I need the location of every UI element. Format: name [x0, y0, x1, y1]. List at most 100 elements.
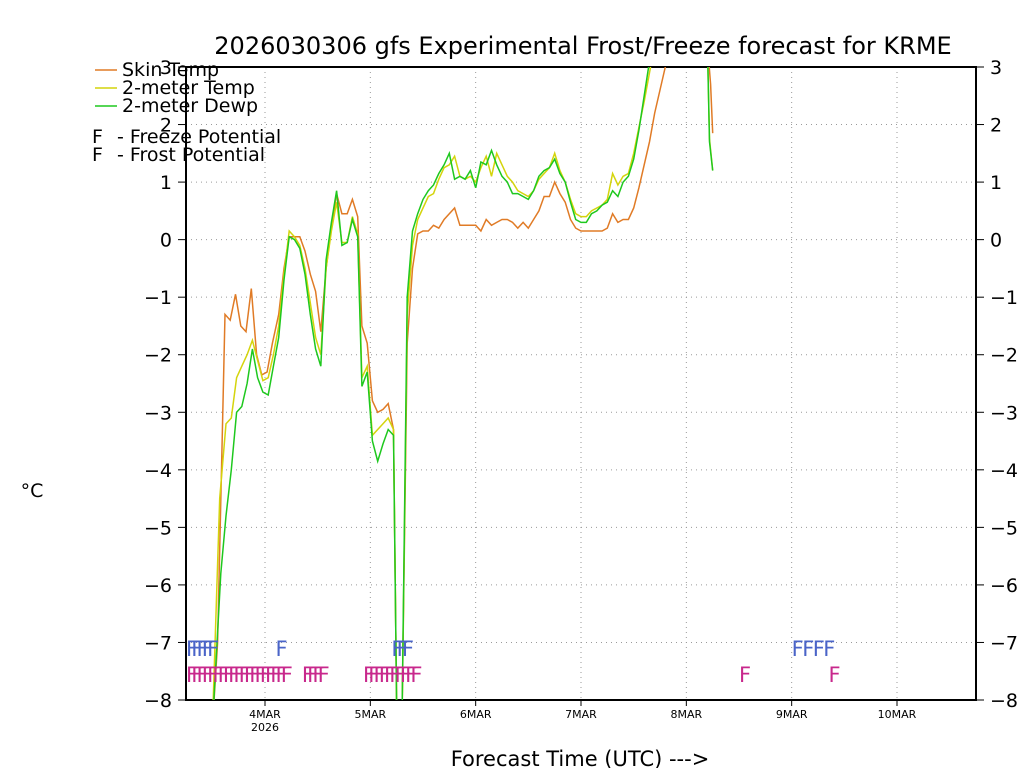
- freeze-marker: F: [197, 663, 209, 687]
- legend-label: 2-meter Temp: [122, 77, 255, 99]
- frost-marker: F: [402, 637, 414, 661]
- y-tick-label-right: 2: [990, 115, 1002, 137]
- legend-label: Skin Temp: [122, 59, 219, 81]
- freeze-marker: F: [186, 663, 198, 687]
- y-tick-label-left: 3: [160, 57, 172, 79]
- freeze-marker: F: [276, 663, 288, 687]
- x-tick-label: 10MAR: [878, 708, 917, 721]
- series-lines: [212, 67, 714, 700]
- freeze-marker: F: [384, 663, 396, 687]
- y-tick-label-right: −4: [990, 460, 1018, 482]
- y-tick-label-left: −2: [144, 345, 172, 367]
- y-tick-label-left: −4: [144, 460, 172, 482]
- y-tick-label-right: −8: [990, 690, 1018, 712]
- potential-legend-symbol: F: [92, 144, 103, 166]
- frost-marker: F: [191, 637, 203, 661]
- series-line-2-meter-dewp: [213, 67, 714, 700]
- freeze-marker: F: [363, 663, 375, 687]
- potential-legend-symbol: F: [92, 126, 103, 148]
- freeze-marker: F: [239, 663, 251, 687]
- freeze-marker: F: [244, 663, 256, 687]
- x-tick-label: 4MAR: [249, 708, 281, 721]
- frost-marker: F: [802, 637, 814, 661]
- frost-marker: F: [792, 637, 804, 661]
- x-tick-label: 5MAR: [354, 708, 386, 721]
- freeze-marker: F: [260, 663, 272, 687]
- frost-marker: F: [202, 637, 214, 661]
- y-tick-label-right: 3: [990, 57, 1002, 79]
- frost-marker: F: [186, 637, 198, 661]
- freeze-marker: F: [265, 663, 277, 687]
- y-tick-label-left: 2: [160, 115, 172, 137]
- y-tick-label-right: −7: [990, 632, 1018, 654]
- freeze-marker: F: [218, 663, 230, 687]
- freeze-marker: F: [207, 663, 219, 687]
- freeze-marker: F: [212, 663, 224, 687]
- y-tick-label-right: −2: [990, 345, 1018, 367]
- freeze-marker: F: [389, 663, 401, 687]
- y-tick-label-right: 0: [990, 230, 1002, 252]
- frost-marker: F: [197, 637, 209, 661]
- y-axis-label: °C: [21, 480, 44, 502]
- frost-marker: F: [397, 637, 409, 661]
- grid: [186, 67, 976, 700]
- freeze-marker: F: [202, 663, 214, 687]
- y-tick-label-right: −5: [990, 517, 1018, 539]
- freeze-marker: F: [228, 663, 240, 687]
- potential-legend-label: - Freeze Potential: [117, 126, 281, 148]
- freeze-marker: F: [379, 663, 391, 687]
- legend-label: 2-meter Dewp: [122, 95, 258, 117]
- freeze-marker: F: [223, 663, 235, 687]
- y-tick-label-left: −1: [144, 287, 172, 309]
- freeze-marker: F: [191, 663, 203, 687]
- freeze-marker: F: [400, 663, 412, 687]
- x-tick-label: 8MAR: [670, 708, 702, 721]
- x-tick-sublabel: 2026: [251, 721, 279, 734]
- y-tick-label-left: −8: [144, 690, 172, 712]
- y-tick-label-left: 0: [160, 230, 172, 252]
- freeze-marker: F: [405, 663, 417, 687]
- frost-marker: F: [813, 637, 825, 661]
- chart-title: 2026030306 gfs Experimental Frost/Freeze…: [214, 32, 951, 60]
- freeze-marker: F: [233, 663, 245, 687]
- freeze-marker: F: [410, 663, 422, 687]
- y-tick-label-right: 1: [990, 172, 1002, 194]
- series-line-skin-temp: [213, 67, 714, 700]
- y-tick-label-left: −5: [144, 517, 172, 539]
- freeze-marker: F: [368, 663, 380, 687]
- freeze-marker: F: [302, 663, 314, 687]
- x-tick-label: 7MAR: [565, 708, 597, 721]
- y-tick-label-left: −7: [144, 632, 172, 654]
- frost-marker: F: [276, 637, 288, 661]
- freeze-marker: F: [249, 663, 261, 687]
- x-tick-label: 9MAR: [776, 708, 808, 721]
- y-tick-label-right: −6: [990, 575, 1018, 597]
- freeze-marker: F: [739, 663, 751, 687]
- frost-marker: F: [391, 637, 403, 661]
- freeze-marker: F: [373, 663, 385, 687]
- freeze-marker: F: [307, 663, 319, 687]
- frost-marker: F: [207, 637, 219, 661]
- y-tick-label-left: 1: [160, 172, 172, 194]
- potential-legend-label: - Frost Potential: [117, 144, 265, 166]
- y-tick-label-right: −3: [990, 402, 1018, 424]
- freeze-marker: F: [254, 663, 266, 687]
- freeze-marker: F: [281, 663, 293, 687]
- y-tick-label-right: −1: [990, 287, 1018, 309]
- freeze-marker: F: [312, 663, 324, 687]
- freeze-marker: F: [318, 663, 330, 687]
- plot-frame: [185, 66, 977, 701]
- x-axis-label: Forecast Time (UTC) --->: [451, 747, 710, 768]
- x-tick-label: 6MAR: [460, 708, 492, 721]
- freeze-marker: F: [829, 663, 841, 687]
- freeze-marker: F: [395, 663, 407, 687]
- axes: −8 −8 −7 −7 −6 −6 −5 −5 −4 −4 −3 −3 −2 −2 −1 −1 0 0 1 1 2 2 3 3…: [144, 57, 1018, 734]
- series-line-2-meter-temp: [212, 67, 714, 700]
- y-tick-label-left: −3: [144, 402, 172, 424]
- frost-marker: F: [823, 637, 835, 661]
- freeze-marker: F: [270, 663, 282, 687]
- y-tick-label-left: −6: [144, 575, 172, 597]
